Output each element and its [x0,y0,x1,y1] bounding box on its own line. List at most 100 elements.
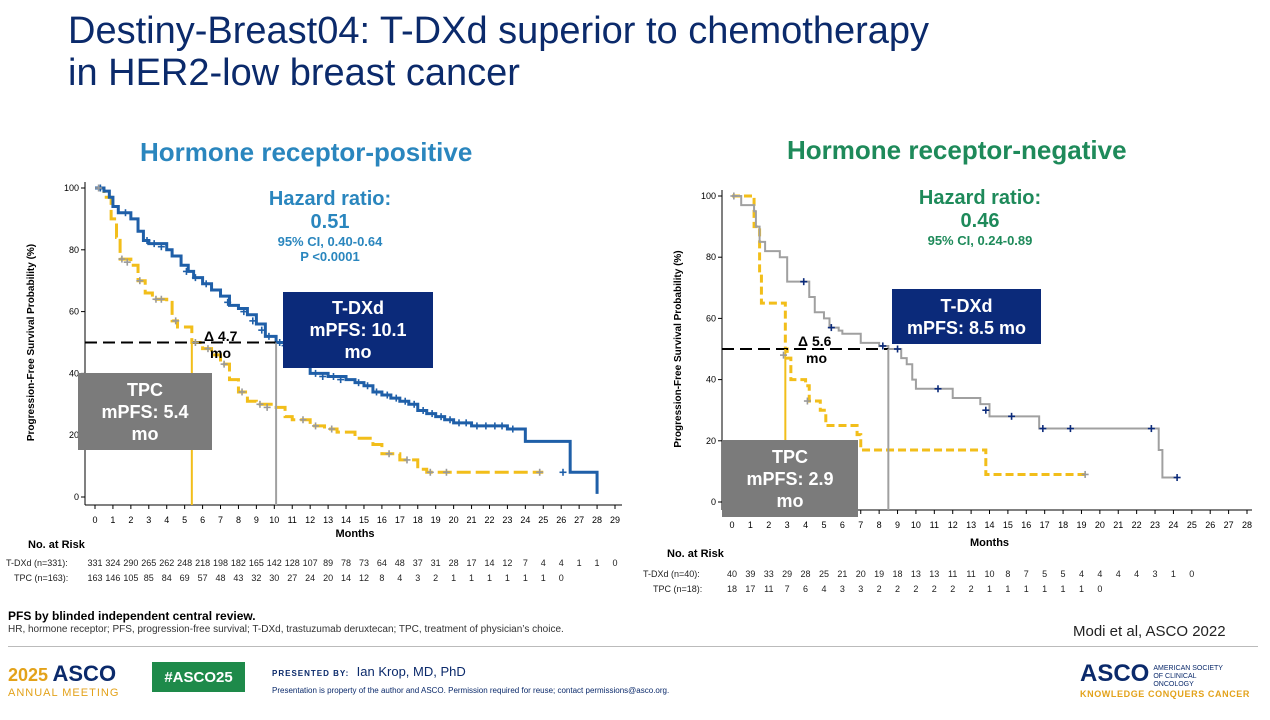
risk-value-tdxd: 4 [540,558,546,568]
risk-value-tpc: 3 [839,584,845,594]
risk-value-tpc: 0 [1097,584,1103,594]
risk-value-tdxd: 7 [522,558,528,568]
risk-value-tdxd: 25 [818,569,829,579]
risk-value-tdxd: 290 [123,558,139,568]
tdxd-box-neg-line1: T-DXd [940,295,993,316]
risk-value-tpc: 163 [87,573,103,583]
y-tick-label: 60 [69,307,79,317]
x-tick-label: 1 [110,515,115,525]
risk-value-tpc: 1 [1023,584,1029,594]
risk-value-tpc: 1 [1078,584,1084,594]
x-tick-label: 16 [1021,520,1031,530]
risk-value-tdxd: 8 [1005,569,1011,579]
risk-value-tdxd: 4 [1078,569,1084,579]
x-tick-label: 13 [323,515,333,525]
risk-value-tdxd: 1 [576,558,582,568]
meeting-asco: ASCO [52,661,117,686]
slide-title-line2: in HER2-low breast cancer [68,52,520,94]
x-tick-label: 15 [1003,520,1013,530]
y-tick-label: 80 [706,252,716,262]
risk-label-tdxd-pos: T-DXd (n=331): [6,558,68,568]
tpc-box-pos-line1: TPC [127,379,163,400]
y-tick-label: 20 [706,436,716,446]
tpc-box-pos-line2: mPFS: 5.4 [101,401,189,422]
y-tick-label: 0 [711,497,716,507]
meeting-sub: ANNUAL MEETING [8,687,120,699]
x-tick-label: 11 [930,520,939,530]
y-tick-label: 0 [74,492,79,502]
risk-value-tdxd: 3 [1152,569,1158,579]
x-tick-label: 14 [984,520,994,530]
risk-title-neg: No. at Risk [667,548,724,560]
x-tick-label: 6 [840,520,845,530]
hazard-ratio-pos: Hazard ratio: 0.51 95% CI, 0.40-0.64 P <… [245,188,415,264]
asco-society-logo: ASCO AMERICAN SOCIETY OF CLINICAL ONCOLOG… [1080,660,1250,699]
property-notice: Presentation is property of the author a… [272,686,670,695]
risk-value-tpc: 4 [821,584,827,594]
slide-title: Destiny-Breast04: T-DXd superior to chem… [68,10,1068,94]
delta-pos-line2: mo [210,345,231,361]
risk-value-tpc: 57 [197,573,208,583]
y-tick-label: 40 [706,375,716,385]
risk-value-tdxd: 28 [800,569,811,579]
risk-value-tdxd: 39 [745,569,756,579]
risk-value-tpc: 12 [358,573,369,583]
x-tick-label: 24 [1168,520,1178,530]
x-tick-label: 4 [164,515,169,525]
panel-title-hr-positive: Hormone receptor-positive [140,137,473,167]
risk-value-tdxd: 73 [358,558,369,568]
tdxd-box-neg-line2: mPFS: 8.5 mo [906,317,1027,338]
risk-value-tdxd: 218 [195,558,211,568]
tdxd-box-pos-line2: mPFS: 10.1 [309,320,407,340]
footnote-bold: PFS by blinded independent central revie… [8,609,256,623]
risk-value-tpc: 1 [1042,584,1048,594]
risk-value-tpc: 1 [1060,584,1066,594]
risk-value-tpc: 1 [504,573,510,583]
x-tick-label: 28 [592,515,602,525]
risk-value-tpc: 105 [123,573,139,583]
slide-title-line1: Destiny-Breast04: T-DXd superior to chem… [68,10,930,52]
hazard-value-pos: 0.51 [310,211,350,233]
risk-value-tpc: 2 [950,584,956,594]
delta-pos: Δ 4.7 mo [204,328,237,362]
x-tick-label: 28 [1242,520,1252,530]
x-tick-label: 3 [146,515,151,525]
hazard-label-pos: Hazard ratio: [268,188,392,210]
x-tick-label: 11 [288,515,297,525]
risk-value-tpc: 1 [540,573,546,583]
risk-value-tdxd: 13 [910,569,921,579]
tdxd-box-pos-line1: T-DXd [332,298,384,318]
risk-value-tpc: 27 [287,573,298,583]
x-tick-label: 17 [395,515,405,525]
risk-value-tdxd: 4 [1115,569,1121,579]
tdxd-box-pos-line3: mo [344,342,372,362]
risk-value-tpc: 0 [558,573,564,583]
risk-value-tdxd: 40 [726,569,737,579]
x-tick-label: 29 [610,515,620,525]
risk-value-tdxd: 0 [1189,569,1195,579]
risk-value-tdxd: 18 [892,569,903,579]
risk-value-tdxd: 0 [612,558,618,568]
presenter-name: Ian Krop, MD, PhD [356,664,466,679]
risk-value-tdxd: 1 [1170,569,1176,579]
risk-value-tpc: 84 [161,573,172,583]
x-tick-label: 19 [1076,520,1086,530]
risk-value-tdxd: 165 [248,558,264,568]
risk-value-tdxd: 14 [484,558,495,568]
x-tick-label: 24 [520,515,530,525]
risk-value-tpc: 1 [486,573,492,583]
x-tick-label: 7 [858,520,863,530]
risk-label-tpc-neg: TPC (n=18): [653,584,703,594]
risk-value-tdxd: 19 [874,569,885,579]
risk-value-tdxd: 12 [502,558,513,568]
ci-neg: 95% CI, 0.24-0.89 [927,233,1033,248]
y-axis-label: Progression-Free Survival Probability (%… [26,244,37,441]
hazard-label-neg: Hazard ratio: [918,187,1042,209]
x-tick-label: 8 [236,515,241,525]
x-tick-label: 23 [502,515,512,525]
x-tick-label: 10 [911,520,921,530]
y-axis-label: Progression-Free Survival Probability (%… [673,250,684,447]
series-line-tpc [95,186,544,474]
risk-value-tdxd: 28 [448,558,459,568]
